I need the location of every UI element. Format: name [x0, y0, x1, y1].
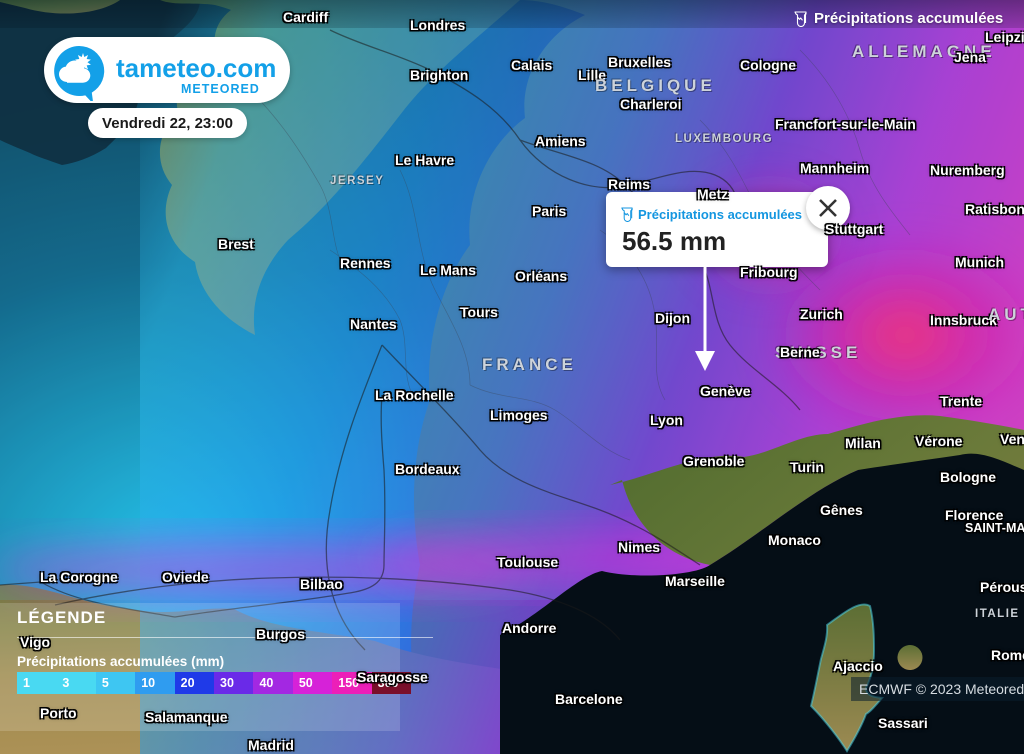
svg-text:tameteo.com: tameteo.com	[116, 53, 276, 83]
svg-text:METEORED: METEORED	[181, 82, 260, 96]
